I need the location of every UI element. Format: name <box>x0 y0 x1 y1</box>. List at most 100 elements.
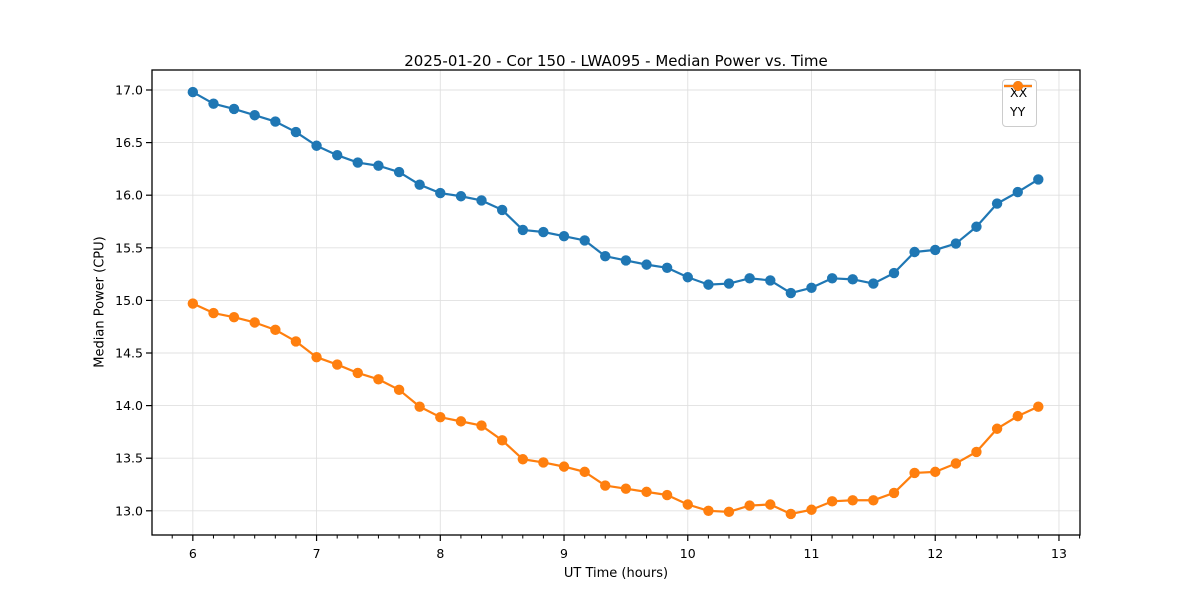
y-tick-label: 17.0 <box>115 82 143 97</box>
data-point-yy <box>971 446 982 458</box>
data-point-yy <box>311 352 322 363</box>
data-point-xx <box>332 150 343 161</box>
data-point-yy <box>909 467 920 479</box>
data-point-yy <box>723 506 735 518</box>
data-point-yy <box>455 416 467 427</box>
data-point-xx <box>765 275 776 286</box>
data-point-xx <box>600 251 611 262</box>
data-point-yy <box>785 508 797 520</box>
data-point-yy <box>806 504 817 515</box>
data-point-yy <box>1012 410 1023 422</box>
x-tick-label: 11 <box>804 546 820 561</box>
y-tick-label: 15.0 <box>115 293 143 308</box>
data-point-xx <box>517 224 529 236</box>
y-tick-label: 13.5 <box>115 451 143 466</box>
y-tick-label: 16.0 <box>115 188 143 203</box>
y-axis-label: Median Power (CPU) <box>92 236 108 368</box>
y-tick-label: 14.0 <box>115 398 143 413</box>
legend-entry-yy: YY <box>1004 81 1032 122</box>
x-axis-label: UT Time (hours) <box>563 566 669 581</box>
x-tick-label: 8 <box>436 546 444 561</box>
data-point-yy <box>641 486 652 498</box>
data-point-yy <box>393 384 405 396</box>
data-point-yy <box>579 466 590 478</box>
data-point-xx <box>930 244 941 256</box>
data-point-xx <box>538 226 549 238</box>
data-point-yy <box>249 317 260 328</box>
data-point-xx <box>723 278 735 289</box>
data-point-xx <box>414 179 425 190</box>
data-point-xx <box>744 273 755 284</box>
data-point-xx <box>847 274 858 285</box>
x-tick-label: 10 <box>680 546 696 561</box>
data-point-xx <box>435 187 446 199</box>
series-line-xx <box>192 91 1039 295</box>
data-point-xx <box>228 103 240 115</box>
data-point-yy <box>950 458 962 469</box>
data-point-xx <box>785 287 797 299</box>
data-point-yy <box>847 495 858 506</box>
data-point-xx <box>208 98 219 109</box>
data-point-xx <box>476 195 487 206</box>
legend-line-sample <box>1004 81 1032 91</box>
data-point-xx <box>661 262 673 273</box>
data-point-xx <box>682 272 693 283</box>
data-point-xx <box>703 279 714 290</box>
data-point-yy <box>517 454 529 465</box>
data-point-xx <box>991 198 1003 209</box>
data-point-xx <box>971 221 982 232</box>
data-point-yy <box>600 480 611 491</box>
y-tick-label: 13.0 <box>115 503 143 518</box>
data-point-yy <box>476 420 487 431</box>
data-point-yy <box>930 466 941 478</box>
data-point-yy <box>682 499 693 510</box>
y-tick-label: 14.5 <box>115 345 143 360</box>
data-point-yy <box>352 367 363 379</box>
data-point-yy <box>558 461 570 472</box>
data-point-xx <box>270 116 281 127</box>
data-point-xx <box>496 204 508 216</box>
axes-frame <box>151 69 1081 536</box>
data-point-yy <box>228 312 240 323</box>
data-point-xx <box>393 166 405 178</box>
data-point-yy <box>661 489 673 501</box>
data-point-yy <box>744 500 755 511</box>
data-point-yy <box>496 435 508 446</box>
data-point-yy <box>373 374 384 385</box>
data-point-yy <box>208 307 219 319</box>
x-tick-label: 7 <box>313 546 321 561</box>
data-point-yy <box>538 457 549 468</box>
x-tick-label: 6 <box>189 546 197 561</box>
data-point-yy <box>414 401 425 412</box>
data-point-xx <box>868 278 879 289</box>
series-line-yy <box>192 302 1039 516</box>
data-point-xx <box>1033 174 1044 185</box>
legend: XX YY <box>1002 79 1038 127</box>
data-point-xx <box>455 191 467 202</box>
x-tick-label: 12 <box>927 546 943 561</box>
data-point-xx <box>373 160 384 171</box>
data-point-yy <box>991 423 1003 434</box>
chart-title: 2025-01-20 - Cor 150 - LWA095 - Median P… <box>404 52 828 70</box>
data-point-xx <box>290 126 302 138</box>
data-point-xx <box>826 273 838 284</box>
data-point-xx <box>909 246 920 258</box>
x-tick-label: 13 <box>1051 546 1067 561</box>
data-point-xx <box>1012 186 1023 198</box>
data-point-yy <box>888 487 900 499</box>
y-tick-label: 15.5 <box>115 240 143 255</box>
data-point-yy <box>290 336 302 347</box>
data-point-yy <box>826 496 838 507</box>
data-point-xx <box>249 110 260 121</box>
data-point-xx <box>311 140 322 151</box>
legend-label: YY <box>1010 104 1026 120</box>
x-tick-label: 9 <box>560 546 568 561</box>
data-point-yy <box>187 298 199 309</box>
data-point-xx <box>888 267 900 279</box>
data-point-xx <box>806 282 817 293</box>
data-point-yy <box>703 505 714 517</box>
data-point-xx <box>579 235 590 246</box>
data-point-xx <box>641 259 652 270</box>
